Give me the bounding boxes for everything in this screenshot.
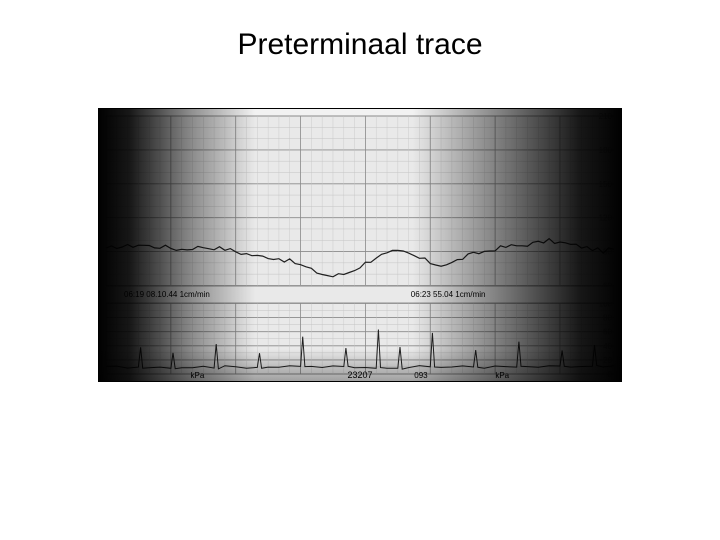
ctg-chart-svg: 609012015018021002040608010006:19 08.10.… xyxy=(98,108,622,382)
svg-text:120: 120 xyxy=(599,214,613,223)
svg-text:kPa: kPa xyxy=(191,371,205,380)
page-title: Preterminaal trace xyxy=(0,28,720,62)
svg-text:23207: 23207 xyxy=(347,370,372,380)
svg-text:kPa: kPa xyxy=(495,371,509,380)
svg-text:0: 0 xyxy=(608,370,613,379)
svg-text:210: 210 xyxy=(599,112,613,121)
svg-text:80: 80 xyxy=(603,314,612,323)
svg-text:40: 40 xyxy=(603,342,612,351)
svg-text:06:23 55.04 1cm/min: 06:23 55.04 1cm/min xyxy=(411,290,486,299)
page: Preterminaal trace 609012015018021002040… xyxy=(0,0,720,540)
svg-text:20: 20 xyxy=(603,356,612,365)
svg-text:093: 093 xyxy=(414,371,428,380)
ctg-chart: 609012015018021002040608010006:19 08.10.… xyxy=(98,108,622,382)
svg-text:150: 150 xyxy=(599,180,613,189)
svg-text:06:19 08.10.44 1cm/min: 06:19 08.10.44 1cm/min xyxy=(124,290,210,299)
svg-text:60: 60 xyxy=(603,328,612,337)
svg-text:180: 180 xyxy=(599,146,613,155)
